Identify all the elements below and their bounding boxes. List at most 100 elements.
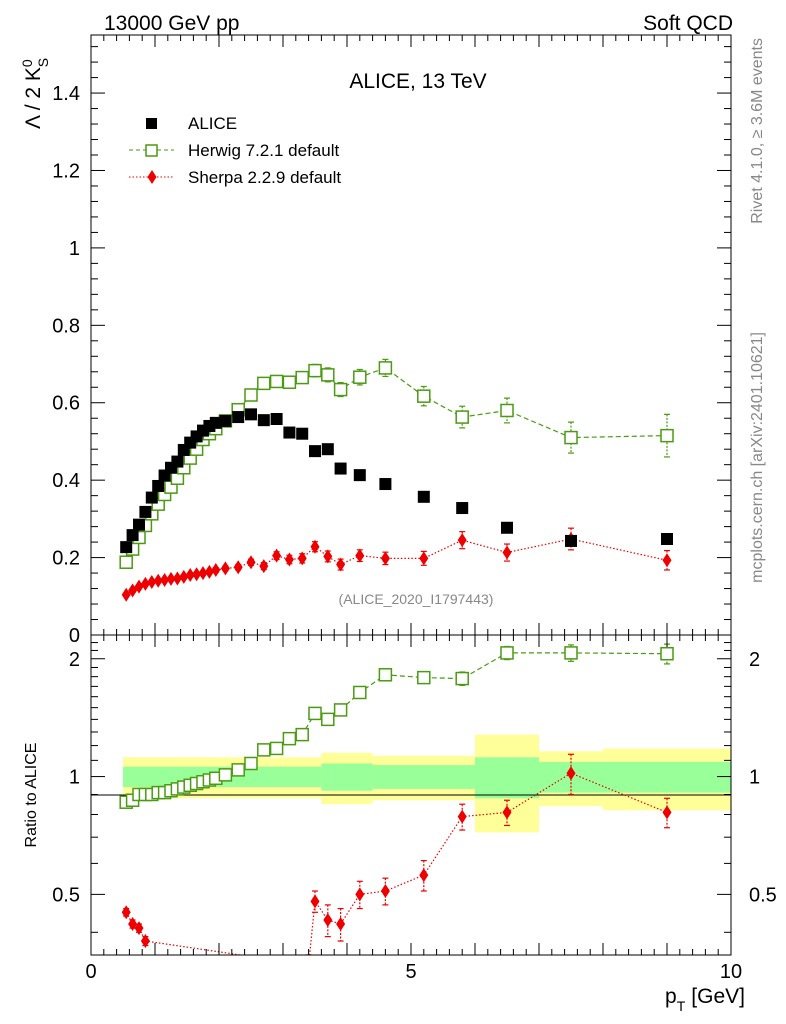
sherpa-point — [566, 766, 576, 781]
herwig-point — [282, 731, 297, 746]
herwig-point — [660, 646, 674, 661]
ratio-band-inner — [603, 761, 731, 793]
sherpa-point — [304, 958, 313, 972]
legend-label-sherpa: Sherpa 2.2.9 default — [188, 168, 341, 187]
sherpa-point — [204, 564, 214, 579]
sherpa-point — [323, 549, 333, 564]
data-point — [379, 478, 392, 491]
data-point — [270, 413, 283, 425]
data-point — [296, 427, 309, 440]
sherpa-point — [310, 894, 320, 909]
sherpa-point — [419, 551, 429, 566]
herwig-point — [500, 646, 514, 660]
x-tick-label: 0 — [85, 961, 96, 983]
x-tick-label: 5 — [405, 961, 416, 983]
main-y-tick-label: 0.2 — [52, 548, 80, 570]
sherpa-point — [140, 576, 150, 591]
herwig-point — [353, 685, 367, 700]
sherpa-connecting-line — [125, 538, 668, 596]
ratio-band-inner — [475, 757, 539, 799]
data-point — [417, 490, 430, 503]
herwig-point — [244, 756, 258, 771]
ratio-axis-ticks: 0.5 0.5 1 1 2 2 — [52, 635, 777, 955]
main-y-tick-label: 0.8 — [52, 315, 80, 337]
herwig-point — [417, 670, 431, 685]
sherpa-point — [310, 539, 320, 554]
sherpa-point — [419, 868, 429, 883]
data-point — [257, 414, 270, 427]
herwig-point — [321, 712, 335, 727]
sherpa-point — [192, 567, 202, 582]
legend-label-herwig: Herwig 7.2.1 default — [188, 141, 339, 160]
herwig-point — [244, 388, 258, 402]
main-axis-ticks: 0.2 0.4 0.6 0.8 1 1.2 1.4 0 — [52, 35, 732, 647]
main-y-tick-label: 0.4 — [52, 470, 80, 492]
herwig-point — [231, 763, 245, 777]
x-tick-label: 10 — [720, 961, 742, 983]
herwig-point — [564, 646, 578, 660]
sherpa-point — [502, 545, 512, 560]
sherpa-point — [121, 587, 131, 602]
sherpa-point — [153, 573, 163, 588]
main-y-tick-label: 1.2 — [52, 160, 80, 182]
sherpa-point — [147, 574, 157, 589]
herwig-point — [218, 768, 233, 782]
legend-marker-alice — [146, 118, 157, 129]
sherpa-point — [128, 917, 138, 932]
sherpa-point — [380, 551, 390, 566]
sherpa-point — [457, 809, 467, 824]
herwig-point — [321, 368, 335, 382]
sherpa-point — [502, 805, 512, 820]
herwig-point — [308, 706, 322, 721]
data-point — [171, 455, 184, 468]
herwig-point — [353, 370, 367, 384]
sherpa-point — [662, 805, 672, 820]
main-y-tick-label: 1 — [69, 238, 80, 260]
main-y-tick-label: 0.6 — [52, 393, 80, 415]
mcplots-label: mcplots.cern.ch [arXiv:2401.10621] — [749, 332, 766, 583]
herwig-point — [455, 410, 469, 424]
legend: ALICE Herwig 7.2.1 default Sherpa 2.2.9 … — [129, 114, 341, 187]
rivet-version-label: Rivet 4.1.0, ≥ 3.6M events — [749, 38, 766, 224]
sherpa-point — [166, 571, 176, 586]
ratio-y-axis-label: Ratio to ALICE — [23, 743, 40, 848]
ratio-series-layer — [119, 643, 674, 972]
herwig-point — [295, 370, 309, 385]
main-y-axis-label: Λ / 2 K0S — [19, 58, 51, 129]
sherpa-point — [336, 557, 346, 572]
ratio-series-clipped — [119, 643, 674, 972]
ratio-y-tick-label-left: 2 — [69, 649, 80, 671]
herwig-point — [564, 430, 578, 445]
sherpa-point — [211, 562, 221, 577]
data-point — [353, 469, 366, 482]
ratio-y-tick-label-right: 0.5 — [749, 884, 777, 906]
data-point — [126, 529, 139, 542]
herwig-point — [660, 428, 674, 443]
sherpa-point — [662, 553, 672, 568]
sherpa-point — [233, 560, 243, 575]
header-right-label: Soft QCD — [643, 12, 733, 35]
herwig-connecting-line — [125, 367, 668, 563]
data-point — [283, 426, 296, 439]
sherpa-point — [284, 552, 294, 567]
sherpa-point — [134, 579, 144, 594]
herwig-point — [269, 374, 284, 389]
sherpa-point — [121, 905, 131, 920]
herwig-point — [333, 382, 348, 397]
ratio-plot-area: 0.5 0.5 1 1 2 2 Ratio to ALICE 0 5 10 pT [GeV] — [23, 634, 777, 1014]
ratio-y-tick-label-right: 1 — [749, 767, 760, 789]
x-axis-label: pT [GeV] — [665, 985, 745, 1014]
ratio-y-tick-label-right: 2 — [749, 649, 760, 671]
sherpa-point — [272, 548, 282, 563]
sherpa-point — [179, 569, 189, 584]
data-point — [152, 479, 165, 492]
main-y-tick-label-zero: 0 — [69, 625, 80, 647]
data-point — [501, 521, 513, 534]
data-point — [456, 502, 469, 515]
legend-label-alice: ALICE — [188, 114, 237, 133]
sherpa-point — [336, 917, 346, 932]
data-point — [661, 533, 673, 545]
sherpa-point — [134, 921, 144, 936]
sherpa-point — [323, 913, 333, 928]
herwig-point — [333, 703, 348, 717]
